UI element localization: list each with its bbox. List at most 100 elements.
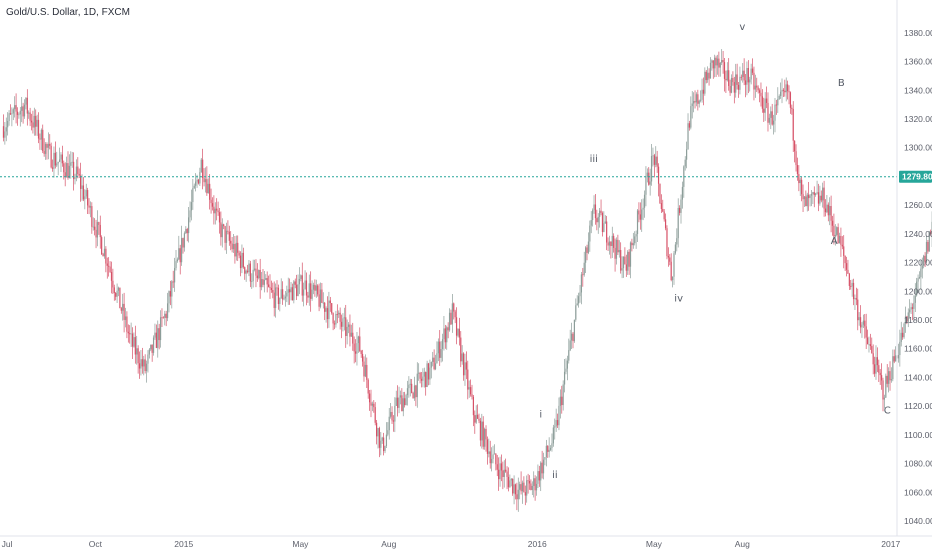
price-tick-label: 1200.00 (904, 286, 932, 296)
candle-body (517, 489, 519, 500)
candle-body (925, 241, 928, 262)
candle-body (133, 337, 135, 347)
candle-body (277, 287, 280, 305)
candle-body (377, 428, 379, 437)
candle-body (251, 281, 253, 282)
candle-body (823, 187, 825, 209)
price-axis[interactable]: 1040.00 1060.00 1080.00 1100.00 1120.00 1140.… (904, 28, 932, 526)
candle-body (263, 279, 265, 285)
candle-body (123, 303, 125, 320)
candle-body (566, 360, 568, 369)
candle-body (798, 174, 800, 184)
candle-body (193, 185, 195, 189)
candle-body (757, 87, 759, 91)
candle-body (203, 178, 205, 183)
candle-body (392, 420, 395, 422)
candle-body (297, 284, 299, 297)
candle-body (374, 407, 376, 423)
candle-body (269, 286, 271, 288)
candle-body (460, 337, 462, 362)
candle-body (471, 394, 473, 397)
candle-body (927, 241, 929, 252)
candle-body (603, 223, 605, 232)
candle-body (597, 216, 599, 223)
candle-body (681, 186, 684, 200)
candle-body (40, 129, 42, 140)
candle-body (911, 307, 914, 309)
candle-body (332, 313, 334, 324)
wave-label: iv (674, 293, 683, 304)
candle-body (282, 289, 284, 300)
candle-body (585, 247, 587, 263)
candle-body (930, 231, 932, 235)
candle-body (293, 281, 295, 301)
candle-body (906, 316, 908, 322)
candle-body (33, 115, 35, 128)
candle-body (739, 76, 741, 90)
candle-body (298, 278, 301, 285)
candle-body (794, 140, 796, 152)
candle-body (750, 68, 752, 80)
candle-body (225, 230, 228, 243)
candle-body (349, 324, 351, 337)
candle-body (531, 485, 533, 491)
candle-body (886, 375, 888, 384)
price-tick-label: 1260.00 (904, 200, 932, 210)
candle-body (653, 155, 655, 165)
candle-body (509, 480, 511, 488)
candle-body (746, 67, 748, 85)
candle-body (176, 259, 179, 262)
candle-body (195, 181, 197, 186)
candle-body (425, 372, 427, 388)
candle-body (833, 225, 835, 237)
candle-body (903, 323, 905, 338)
candle-body (902, 332, 904, 338)
candle-body (171, 281, 173, 297)
time-tick-label: Aug (735, 539, 750, 549)
candle-body (122, 303, 124, 311)
candle-body (565, 368, 567, 372)
candle-body (301, 275, 303, 296)
candle-body (834, 234, 836, 237)
candle-body (747, 67, 749, 83)
candle-body (782, 89, 785, 91)
candle-body (764, 98, 766, 113)
candle-body (242, 252, 244, 268)
candle-body (384, 445, 386, 452)
candle-body (869, 344, 871, 347)
time-axis[interactable]: JulOct2015MayAug2016MayAug2017MayAug2018… (2, 539, 932, 549)
candle-body (284, 296, 287, 299)
candle-body (35, 115, 37, 127)
candle-body (820, 195, 822, 201)
candle-body (895, 355, 897, 362)
candle-body (673, 253, 675, 277)
candle-body (587, 241, 590, 253)
candle-body (328, 300, 330, 320)
candle-body (819, 195, 821, 204)
candle-body (545, 445, 547, 458)
candle-body (861, 324, 863, 328)
candle-body (178, 248, 180, 260)
candle-body (826, 204, 828, 213)
candle-body (376, 422, 378, 437)
candle-body (684, 159, 686, 167)
candle-body (568, 350, 570, 361)
candle-body (521, 482, 524, 492)
candle-body (767, 102, 769, 123)
candle-body (189, 210, 191, 218)
candle-body (613, 235, 615, 248)
candle-body (317, 285, 319, 295)
candle-body (660, 203, 662, 209)
candle-body (325, 308, 327, 312)
candle-body (368, 393, 371, 403)
time-tick-label: 2016 (528, 539, 547, 549)
candle-body (138, 363, 141, 369)
candle-body (336, 313, 338, 315)
candle-body (788, 91, 790, 93)
candle-body (768, 117, 770, 123)
candle-body (593, 204, 595, 211)
candle-body (141, 359, 143, 367)
candle-body (806, 194, 808, 207)
candle-body (549, 447, 552, 450)
